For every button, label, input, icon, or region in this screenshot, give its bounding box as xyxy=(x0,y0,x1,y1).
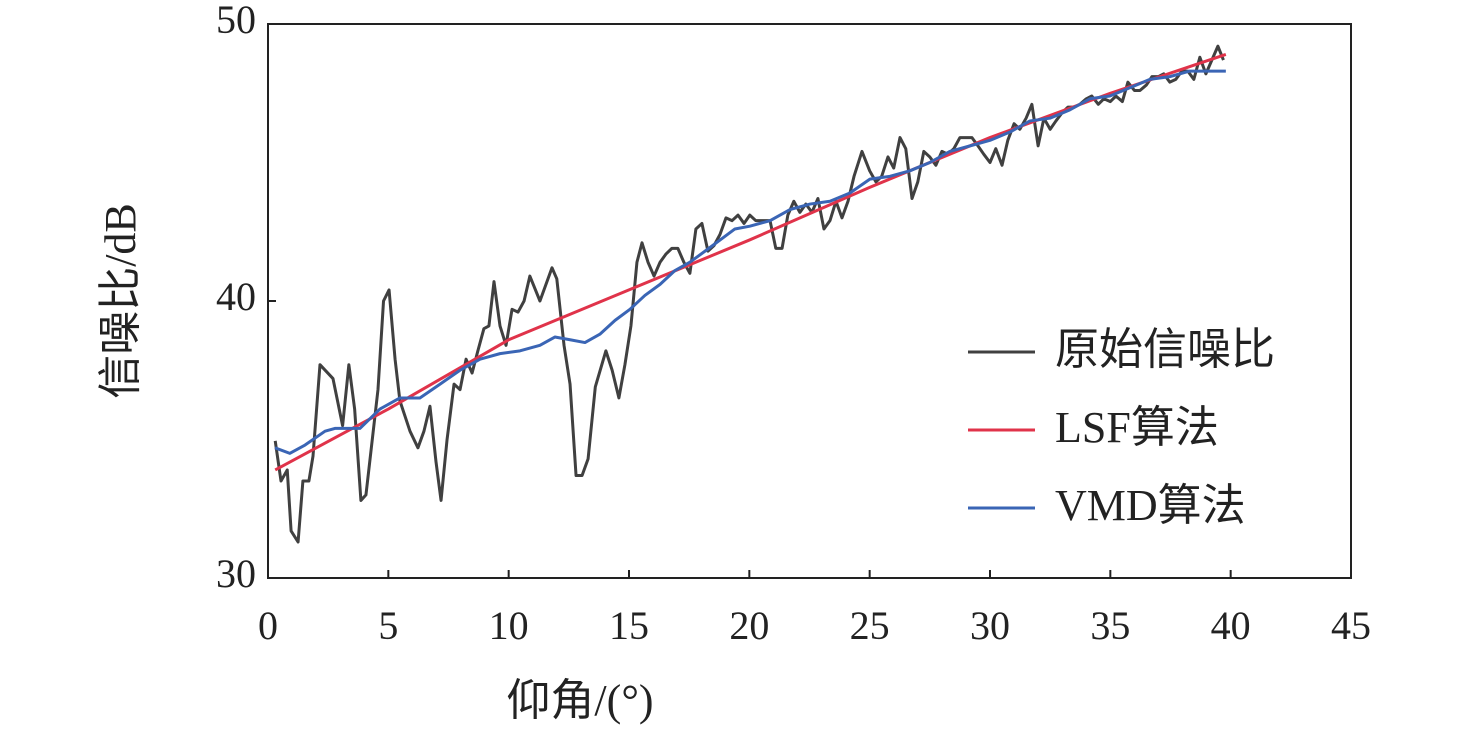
y-axis-title: 信噪比/dB xyxy=(96,203,145,399)
x-tick-label: 40 xyxy=(1211,603,1251,648)
x-tick-label: 45 xyxy=(1331,603,1371,648)
y-tick-label: 40 xyxy=(216,274,256,319)
series-line xyxy=(274,69,1226,455)
y-tick-label: 30 xyxy=(216,551,256,596)
x-tick-label: 15 xyxy=(609,603,649,648)
x-tick-label: 10 xyxy=(489,603,529,648)
x-axis-title: 仰角/(°) xyxy=(506,676,653,725)
x-tick-label: 5 xyxy=(378,603,398,648)
x-tick-label: 30 xyxy=(970,603,1010,648)
x-tick-label: 0 xyxy=(258,603,278,648)
x-tick-label: 25 xyxy=(850,603,890,648)
legend-label: 原始信噪比 xyxy=(1055,325,1275,374)
legend-label: LSF算法 xyxy=(1055,403,1219,452)
y-tick-label: 50 xyxy=(216,0,256,42)
x-tick-label: 35 xyxy=(1090,603,1130,648)
series-line xyxy=(273,44,1225,544)
x-tick-label: 20 xyxy=(729,603,769,648)
legend-label: VMD算法 xyxy=(1055,481,1246,530)
